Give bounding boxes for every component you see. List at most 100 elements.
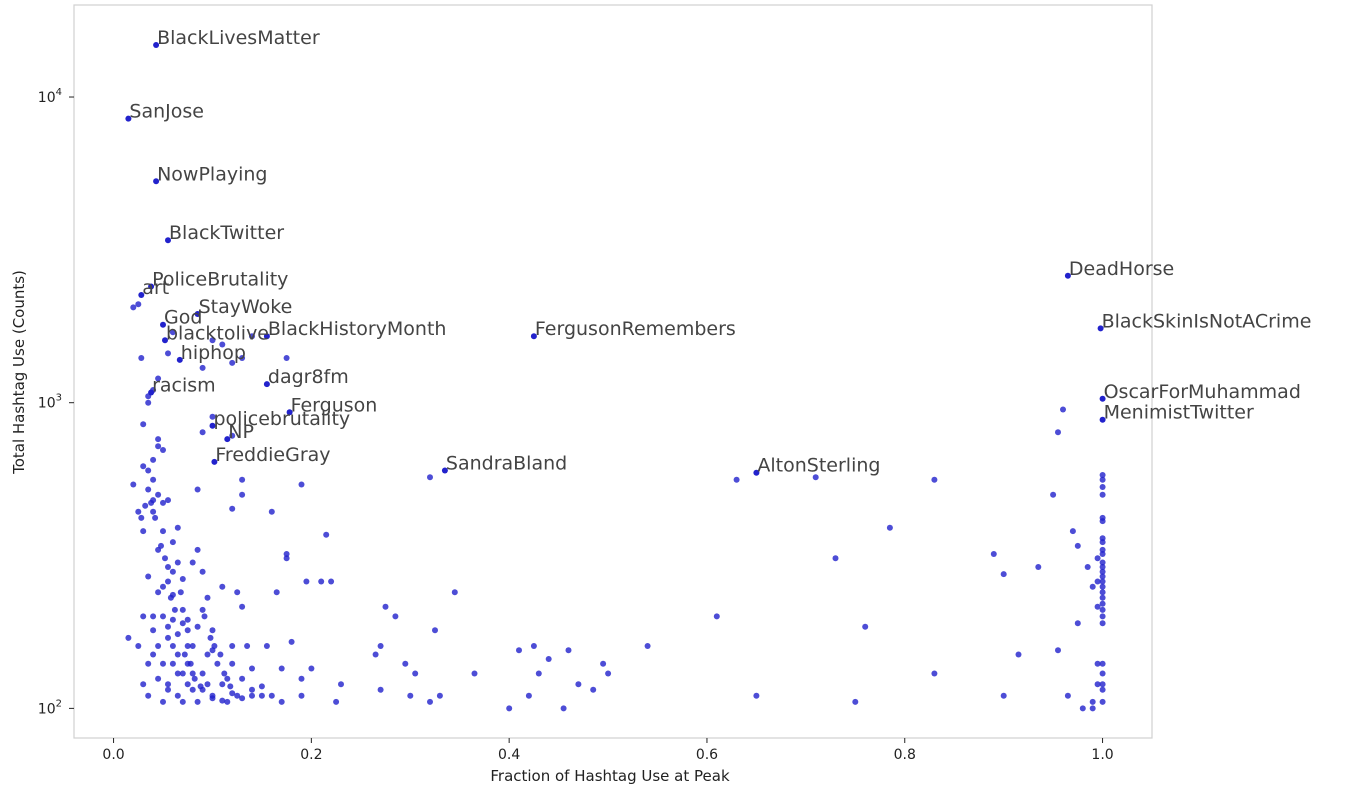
annotated-point: [160, 321, 166, 328]
data-point: [1084, 564, 1091, 570]
annotated-point: [263, 381, 270, 388]
annotated-point: [162, 337, 168, 344]
data-point: [283, 551, 290, 557]
data-point: [184, 681, 191, 688]
data-point: [145, 467, 152, 474]
data-point: [152, 514, 159, 521]
data-point: [204, 651, 211, 658]
data-point: [155, 675, 162, 682]
data-point: [832, 555, 839, 562]
data-point: [150, 497, 157, 504]
data-point: [169, 568, 176, 575]
data-point: [187, 660, 194, 667]
annotation-label: AltonSterling: [757, 455, 880, 477]
data-point: [372, 651, 379, 658]
data-point: [229, 359, 236, 366]
x-tick-label: 0.4: [498, 747, 520, 763]
data-point: [140, 613, 147, 620]
data-point: [209, 695, 216, 702]
data-point: [1099, 546, 1106, 553]
data-point: [1099, 559, 1106, 566]
data-point: [432, 627, 438, 634]
annotated-point: [1099, 395, 1106, 402]
data-point: [1069, 528, 1076, 535]
data-point: [189, 670, 196, 677]
data-point: [278, 698, 285, 705]
data-point: [1035, 564, 1042, 570]
data-point: [471, 670, 478, 677]
data-point: [1099, 573, 1106, 580]
annotation-label: God: [164, 307, 202, 329]
data-point: [194, 546, 201, 553]
data-point: [1089, 705, 1096, 712]
data-point: [135, 301, 142, 308]
data-point: [268, 692, 275, 699]
data-point: [516, 647, 522, 654]
data-point: [427, 474, 433, 481]
data-point: [194, 486, 201, 493]
data-point: [169, 643, 176, 649]
data-point: [1094, 660, 1101, 667]
annotation-label: NowPlaying: [157, 163, 267, 185]
data-point: [165, 564, 171, 570]
data-point: [150, 456, 157, 463]
data-point: [244, 643, 251, 649]
data-point: [1000, 571, 1007, 578]
annotated-point: [153, 42, 160, 48]
data-point: [931, 670, 938, 677]
y-axis-label: Total Hashtag Use (Counts): [10, 270, 28, 475]
data-point: [160, 698, 166, 705]
data-point: [145, 399, 152, 406]
annotated-point: [211, 458, 218, 465]
data-point: [150, 508, 157, 515]
data-point: [145, 692, 152, 699]
data-point: [171, 606, 178, 613]
data-point: [199, 606, 206, 613]
annotation-label: BlackHistoryMonth: [268, 318, 447, 340]
data-point: [258, 692, 265, 699]
data-point: [298, 481, 305, 488]
data-point: [733, 476, 740, 483]
annotated-point: [176, 356, 183, 363]
data-point: [239, 355, 246, 361]
annotation-label: dagr8fm: [268, 366, 349, 388]
data-point: [1089, 698, 1096, 705]
data-point: [199, 670, 206, 677]
data-point: [644, 643, 651, 649]
annotation-label: policebrutality: [214, 408, 351, 430]
data-point: [135, 643, 142, 649]
data-point: [150, 613, 157, 620]
data-point: [328, 578, 335, 585]
data-point: [249, 665, 255, 672]
data-point: [268, 508, 275, 515]
data-point: [298, 675, 305, 682]
data-point: [392, 613, 399, 620]
data-point: [167, 594, 174, 601]
x-tick-label: 0.8: [894, 747, 916, 763]
data-point: [199, 429, 206, 436]
data-point: [1099, 472, 1106, 478]
data-point: [169, 539, 176, 546]
data-point: [189, 559, 196, 566]
data-point: [258, 683, 265, 690]
data-point: [138, 514, 145, 521]
data-point: [249, 686, 255, 693]
annotated-point: [441, 467, 448, 474]
data-point: [189, 643, 196, 649]
y-tick-label: 103: [38, 393, 62, 412]
data-point: [1099, 518, 1106, 525]
x-axis-ticks: 0.0 0.2 0.4 0.6 0.8 1.0: [102, 738, 1114, 763]
data-point: [160, 660, 166, 667]
x-tick-label: 0.2: [300, 747, 322, 763]
data-point: [590, 686, 597, 693]
data-point: [179, 576, 186, 582]
data-point: [931, 476, 938, 483]
annotation-label: NP: [228, 421, 254, 443]
data-point: [278, 665, 285, 672]
data-point: [165, 681, 171, 688]
data-point: [194, 623, 201, 630]
data-point: [158, 542, 164, 549]
data-point: [174, 631, 181, 638]
data-point: [155, 436, 162, 443]
data-point: [145, 486, 152, 493]
